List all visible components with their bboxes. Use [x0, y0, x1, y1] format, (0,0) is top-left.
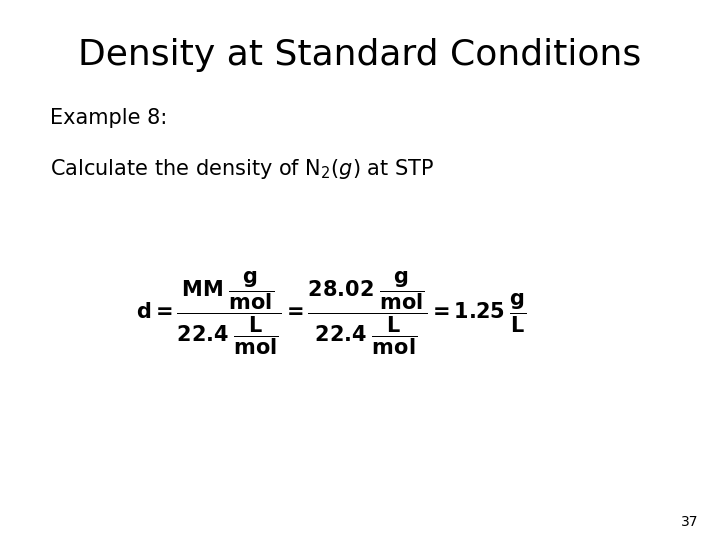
- Text: Density at Standard Conditions: Density at Standard Conditions: [78, 38, 642, 72]
- Text: Example 8:: Example 8:: [50, 108, 168, 128]
- Text: 37: 37: [681, 515, 698, 529]
- Text: $\mathbf{d = \dfrac{MM\;\dfrac{g}{mol}}{22.4\;\dfrac{L}{mol}} = \dfrac{28.02\;\d: $\mathbf{d = \dfrac{MM\;\dfrac{g}{mol}}{…: [136, 269, 526, 357]
- Text: Calculate the density of N$_2$($g$) at STP: Calculate the density of N$_2$($g$) at S…: [50, 157, 435, 180]
